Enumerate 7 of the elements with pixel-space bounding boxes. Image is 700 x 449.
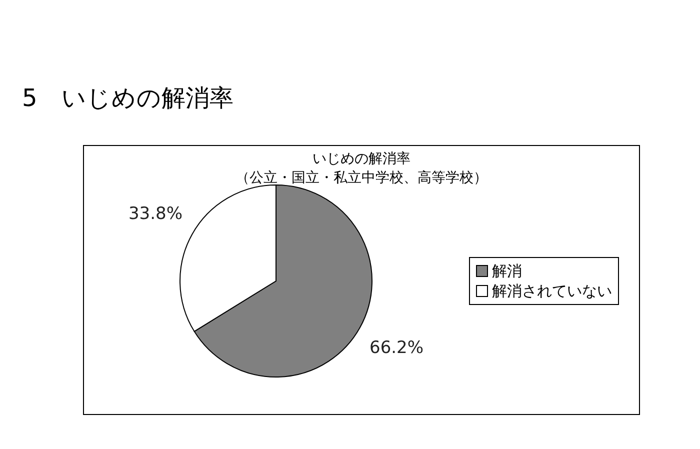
data-label: 33.8% xyxy=(128,204,182,224)
chart-title: 5 いじめの解消率 xyxy=(22,83,234,114)
data-label: 66.2% xyxy=(370,338,424,358)
legend-label: 解消 xyxy=(492,261,522,281)
chart-subtitle: いじめの解消率 xyxy=(312,150,412,169)
text: （公立・国立・私立中学校、高等学校） xyxy=(234,169,488,188)
legend-label: 解消されていない xyxy=(492,281,612,301)
